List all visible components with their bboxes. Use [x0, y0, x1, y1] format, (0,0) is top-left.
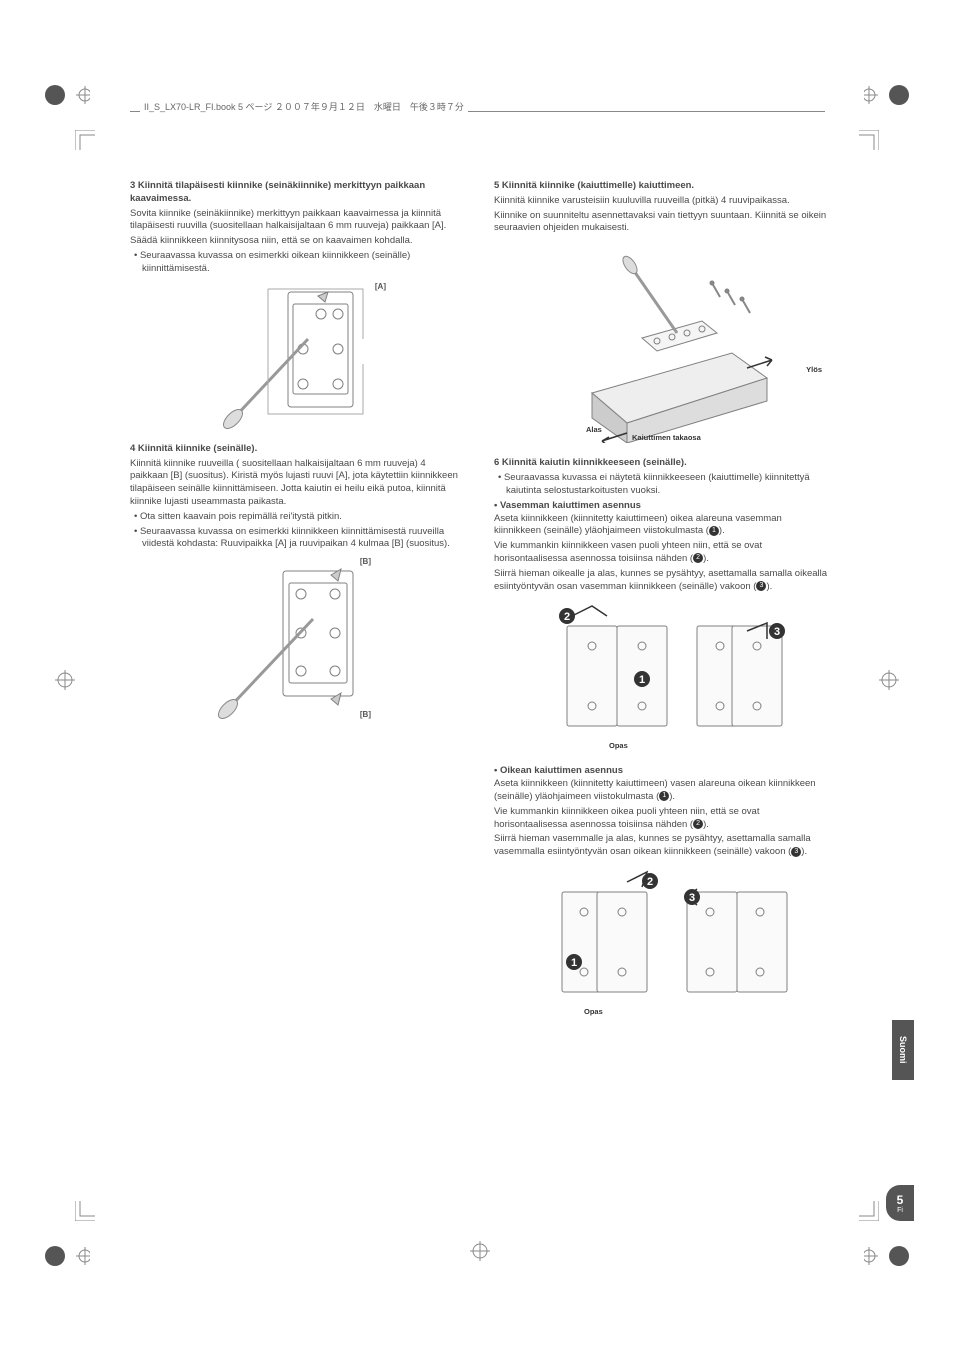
step3-p2: Säädä kiinnikkeen kiinnitysosa niin, ett… — [130, 235, 466, 248]
bracket-figure-b — [213, 559, 383, 719]
bracket-figure-a — [213, 284, 383, 429]
lm-p3a: Siirrä hieman oikealle ja alas, kunnes s… — [494, 568, 827, 592]
step5-figure: Alas Ylös Kaiuttimen takaosa — [494, 243, 830, 443]
left-mount-svg: 2 1 3 — [532, 601, 792, 751]
left-mount-heading: Vasemman kaiuttimen asennus — [494, 500, 830, 513]
page-number: 5 — [897, 1193, 904, 1207]
lm-p2b: ). — [703, 553, 709, 564]
step6-b1: Seuraavassa kuvassa ei näytetä kiinnikke… — [494, 472, 830, 498]
left-mount-p2: Vie kummankin kiinnikkeen vasen puoli yh… — [494, 540, 830, 566]
rm-p1b: ). — [669, 791, 675, 802]
speaker-figure — [522, 243, 802, 443]
lm-p1b: ). — [719, 525, 725, 536]
left-mount-p1: Aseta kiinnikkeen (kiinnitetty kaiuttime… — [494, 513, 830, 539]
svg-text:2: 2 — [647, 876, 653, 888]
right-mount-svg: 2 1 3 — [532, 867, 792, 1017]
label-opas-right: Opas — [584, 1007, 603, 1017]
rm-p3a: Siirrä hieman vasemmalle ja alas, kunnes… — [494, 833, 811, 857]
rm-p2a: Vie kummankin kiinnikkeen oikea puoli yh… — [494, 806, 759, 830]
left-mount-figure: 2 1 3 Opas — [494, 601, 830, 751]
circle-1-icon: 1 — [709, 526, 719, 536]
label-opas-left: Opas — [609, 741, 628, 751]
rm-p2b: ). — [703, 819, 709, 830]
right-mount-p1: Aseta kiinnikkeen (kiinnitetty kaiuttime… — [494, 778, 830, 804]
fig-label-b1: [B] — [360, 557, 371, 568]
step4-heading: 4 Kiinnitä kiinnike (seinälle). — [130, 443, 466, 456]
rm-p1a: Aseta kiinnikkeen (kiinnitetty kaiuttime… — [494, 778, 816, 802]
step4-b2: Seuraavassa kuvassa on esimerkki kiinnik… — [130, 526, 466, 552]
left-column: 3 Kiinnitä tilapäisesti kiinnike (seinäk… — [130, 180, 466, 1031]
fig-label-b2: [B] — [360, 710, 371, 721]
right-mount-p2: Vie kummankin kiinnikkeen oikea puoli yh… — [494, 806, 830, 832]
step3-figure: [A] — [130, 284, 466, 429]
lm-p1a: Aseta kiinnikkeen (kiinnitetty kaiuttime… — [494, 513, 782, 537]
label-alas: Alas — [586, 425, 602, 435]
svg-text:1: 1 — [571, 957, 577, 969]
page-number-tab: 5 Fi — [886, 1185, 914, 1221]
svg-text:3: 3 — [774, 626, 780, 638]
header-text: II_S_LX70-LR_FI.book 5 ページ ２００７年９月１２日 水曜… — [140, 100, 468, 113]
right-mount-figure: 2 1 3 Opas — [494, 867, 830, 1017]
step6-heading: 6 Kiinnitä kaiutin kiinnikkeeseen (seinä… — [494, 457, 830, 470]
right-mount-p3: Siirrä hieman vasemmalle ja alas, kunnes… — [494, 833, 830, 859]
svg-text:1: 1 — [639, 674, 645, 686]
step5-heading: 5 Kiinnitä kiinnike (kaiuttimelle) kaiut… — [494, 180, 830, 193]
circle-3-icon: 3 — [756, 581, 766, 591]
circle-2-icon: 2 — [693, 553, 703, 563]
step4-b1: Ota sitten kaavain pois repimällä rei'it… — [130, 511, 466, 524]
right-mount-heading: Oikean kaiuttimen asennus — [494, 765, 830, 778]
lm-p3b: ). — [766, 581, 772, 592]
step3-b1: Seuraavassa kuvassa on esimerkki oikean … — [130, 250, 466, 276]
circle-3-icon: 3 — [791, 847, 801, 857]
page-content: 3 Kiinnitä tilapäisesti kiinnike (seinäk… — [130, 180, 830, 1031]
circle-1-icon: 1 — [659, 791, 669, 801]
step3-p1: Sovita kiinnike (seinäkiinnike) merkitty… — [130, 208, 466, 234]
step4-figure: [B] [B] — [130, 559, 466, 719]
label-takaosa: Kaiuttimen takaosa — [632, 433, 701, 443]
label-ylos: Ylös — [806, 365, 822, 375]
language-tab: Suomi — [892, 1020, 914, 1080]
circle-2-icon: 2 — [693, 819, 703, 829]
left-mount-p3: Siirrä hieman oikealle ja alas, kunnes s… — [494, 568, 830, 594]
fig-label-a: [A] — [375, 282, 386, 293]
step3-heading: 3 Kiinnitä tilapäisesti kiinnike (seinäk… — [130, 180, 466, 206]
svg-text:2: 2 — [564, 611, 570, 623]
lm-p2a: Vie kummankin kiinnikkeen vasen puoli yh… — [494, 540, 762, 564]
step4-p1: Kiinnitä kiinnike ruuveilla ( suositella… — [130, 458, 466, 509]
step5-p1: Kiinnitä kiinnike varusteisiin kuuluvill… — [494, 195, 830, 208]
step5-p2: Kiinnike on suunniteltu asennettavaksi v… — [494, 210, 830, 236]
svg-text:3: 3 — [689, 892, 695, 904]
page-lang: Fi — [897, 1207, 903, 1214]
rm-p3b: ). — [801, 846, 807, 857]
right-column: 5 Kiinnitä kiinnike (kaiuttimelle) kaiut… — [494, 180, 830, 1031]
